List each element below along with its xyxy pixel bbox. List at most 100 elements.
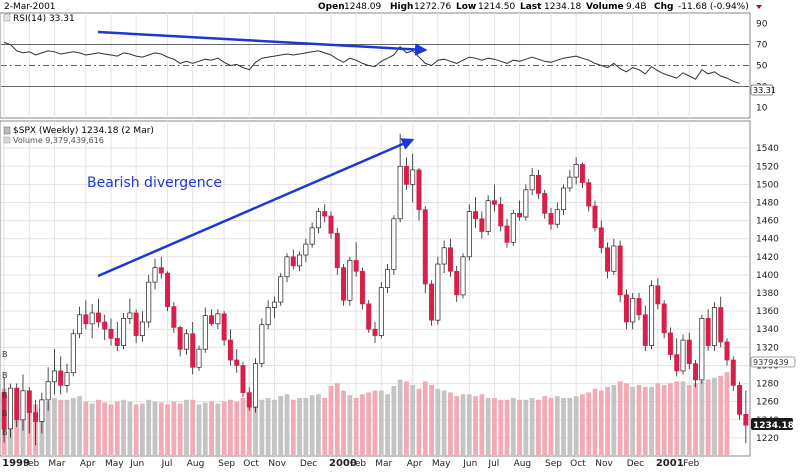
- volume-last-value: 9379439: [753, 358, 789, 367]
- open-label: Open: [318, 2, 345, 12]
- volume-bar: [265, 397, 271, 455]
- volume-bar: [567, 397, 573, 455]
- candle-body: [89, 312, 95, 325]
- volume-bar: [485, 397, 491, 455]
- price-legend-icon: [3, 126, 11, 135]
- volume-bar: [668, 383, 673, 455]
- volume-bar: [165, 404, 170, 455]
- volume-bar: [290, 399, 296, 455]
- volume-bar: [705, 379, 711, 455]
- candle-body: [705, 318, 711, 346]
- volume-bar: [221, 401, 227, 455]
- volume-bar: [605, 386, 610, 455]
- candle-body: [485, 200, 491, 232]
- volume-bar: [410, 385, 416, 455]
- volume-bar: [523, 399, 529, 455]
- volume-bar: [83, 401, 89, 455]
- volume-value: 9.4B: [626, 2, 647, 12]
- volume-bar: [416, 388, 422, 455]
- x-tick-label: Jun: [129, 459, 144, 469]
- volume-bar: [309, 395, 315, 455]
- candle-body: [234, 359, 240, 366]
- candle-body: [171, 306, 177, 328]
- volume-bar: [466, 394, 472, 455]
- volume-bar: [360, 394, 365, 455]
- volume-bar: [347, 395, 353, 455]
- x-tick-label: Sep: [218, 459, 235, 469]
- volume-bar: [661, 385, 667, 455]
- candle-body: [102, 321, 108, 330]
- candle-body: [630, 298, 636, 323]
- candle-body: [39, 399, 45, 422]
- volume-bar: [322, 397, 328, 455]
- candle-body: [661, 303, 667, 334]
- volume-bar: [536, 399, 541, 455]
- x-tick-label: 2000: [329, 458, 357, 469]
- price-tick-label: 1280: [756, 380, 779, 390]
- volume-bar: [127, 401, 133, 455]
- volume-bar: [630, 386, 636, 455]
- candle-body: [422, 209, 428, 285]
- volume-bar: [504, 399, 510, 455]
- x-tick-label: Apr: [80, 459, 96, 469]
- x-tick-label: Apr: [407, 459, 423, 469]
- candle-body: [334, 232, 340, 269]
- candle-body: [403, 165, 409, 185]
- volume-bar: [121, 399, 126, 455]
- x-tick-label: Dec: [300, 459, 317, 469]
- open-value: 1248.09: [344, 2, 381, 12]
- volume-bar: [64, 399, 70, 455]
- rsi-divergence-arrow: [97, 30, 428, 56]
- candle-body: [466, 211, 472, 258]
- candle-body: [95, 312, 101, 323]
- candle-body: [209, 315, 215, 325]
- candle-body: [429, 283, 435, 321]
- volume-bar: [479, 394, 485, 455]
- candle-body: [724, 341, 730, 361]
- x-tick-label: Feb: [350, 459, 366, 469]
- candle-body: [460, 256, 466, 296]
- price-tick-label: 1480: [756, 198, 779, 208]
- candle-body: [611, 245, 617, 272]
- volume-bar: [642, 386, 648, 455]
- candle-body: [353, 260, 359, 272]
- down-arrow-icon: [756, 5, 762, 9]
- volume-bar: [573, 396, 579, 455]
- candle-body: [359, 270, 365, 305]
- candle-body: [7, 387, 13, 430]
- candle-body: [14, 387, 20, 421]
- volume-bar: [680, 381, 686, 455]
- volume-bar: [228, 399, 233, 455]
- volume-bar: [366, 392, 372, 455]
- candle-body: [391, 218, 397, 270]
- price-tick-label: 1340: [756, 325, 779, 335]
- low-value: 1214.50: [478, 2, 515, 12]
- volume-bar: [529, 397, 535, 455]
- volume-bar: [284, 394, 290, 455]
- quote-summary: Open 1248.09 High 1272.76 Low 1214.50 La…: [318, 2, 749, 12]
- volume-axis-label: B: [2, 371, 8, 380]
- candle-body: [158, 267, 164, 274]
- rsi-axis: 1030507090: [756, 20, 768, 114]
- candle-body: [693, 363, 699, 381]
- candle-body: [378, 287, 384, 336]
- candle-body: [517, 213, 523, 218]
- candle-body: [83, 314, 89, 325]
- price-tick-label: 1320: [756, 343, 779, 353]
- last-label: Last: [520, 2, 542, 12]
- candle-body: [504, 225, 510, 243]
- volume-bar: [448, 392, 453, 455]
- candle-body: [284, 256, 290, 278]
- candle-body: [498, 203, 504, 227]
- volume-bar: [435, 388, 441, 455]
- price-tick-label: 1540: [756, 144, 779, 154]
- x-tick-label: Nov: [268, 459, 286, 469]
- candle-body: [441, 247, 447, 265]
- candle-body: [26, 390, 32, 413]
- volume-bar: [429, 385, 434, 455]
- price-tick-label: 1260: [756, 398, 779, 408]
- candle-body: [454, 270, 460, 296]
- volume-bar: [422, 381, 428, 455]
- volume-bar: [611, 385, 617, 455]
